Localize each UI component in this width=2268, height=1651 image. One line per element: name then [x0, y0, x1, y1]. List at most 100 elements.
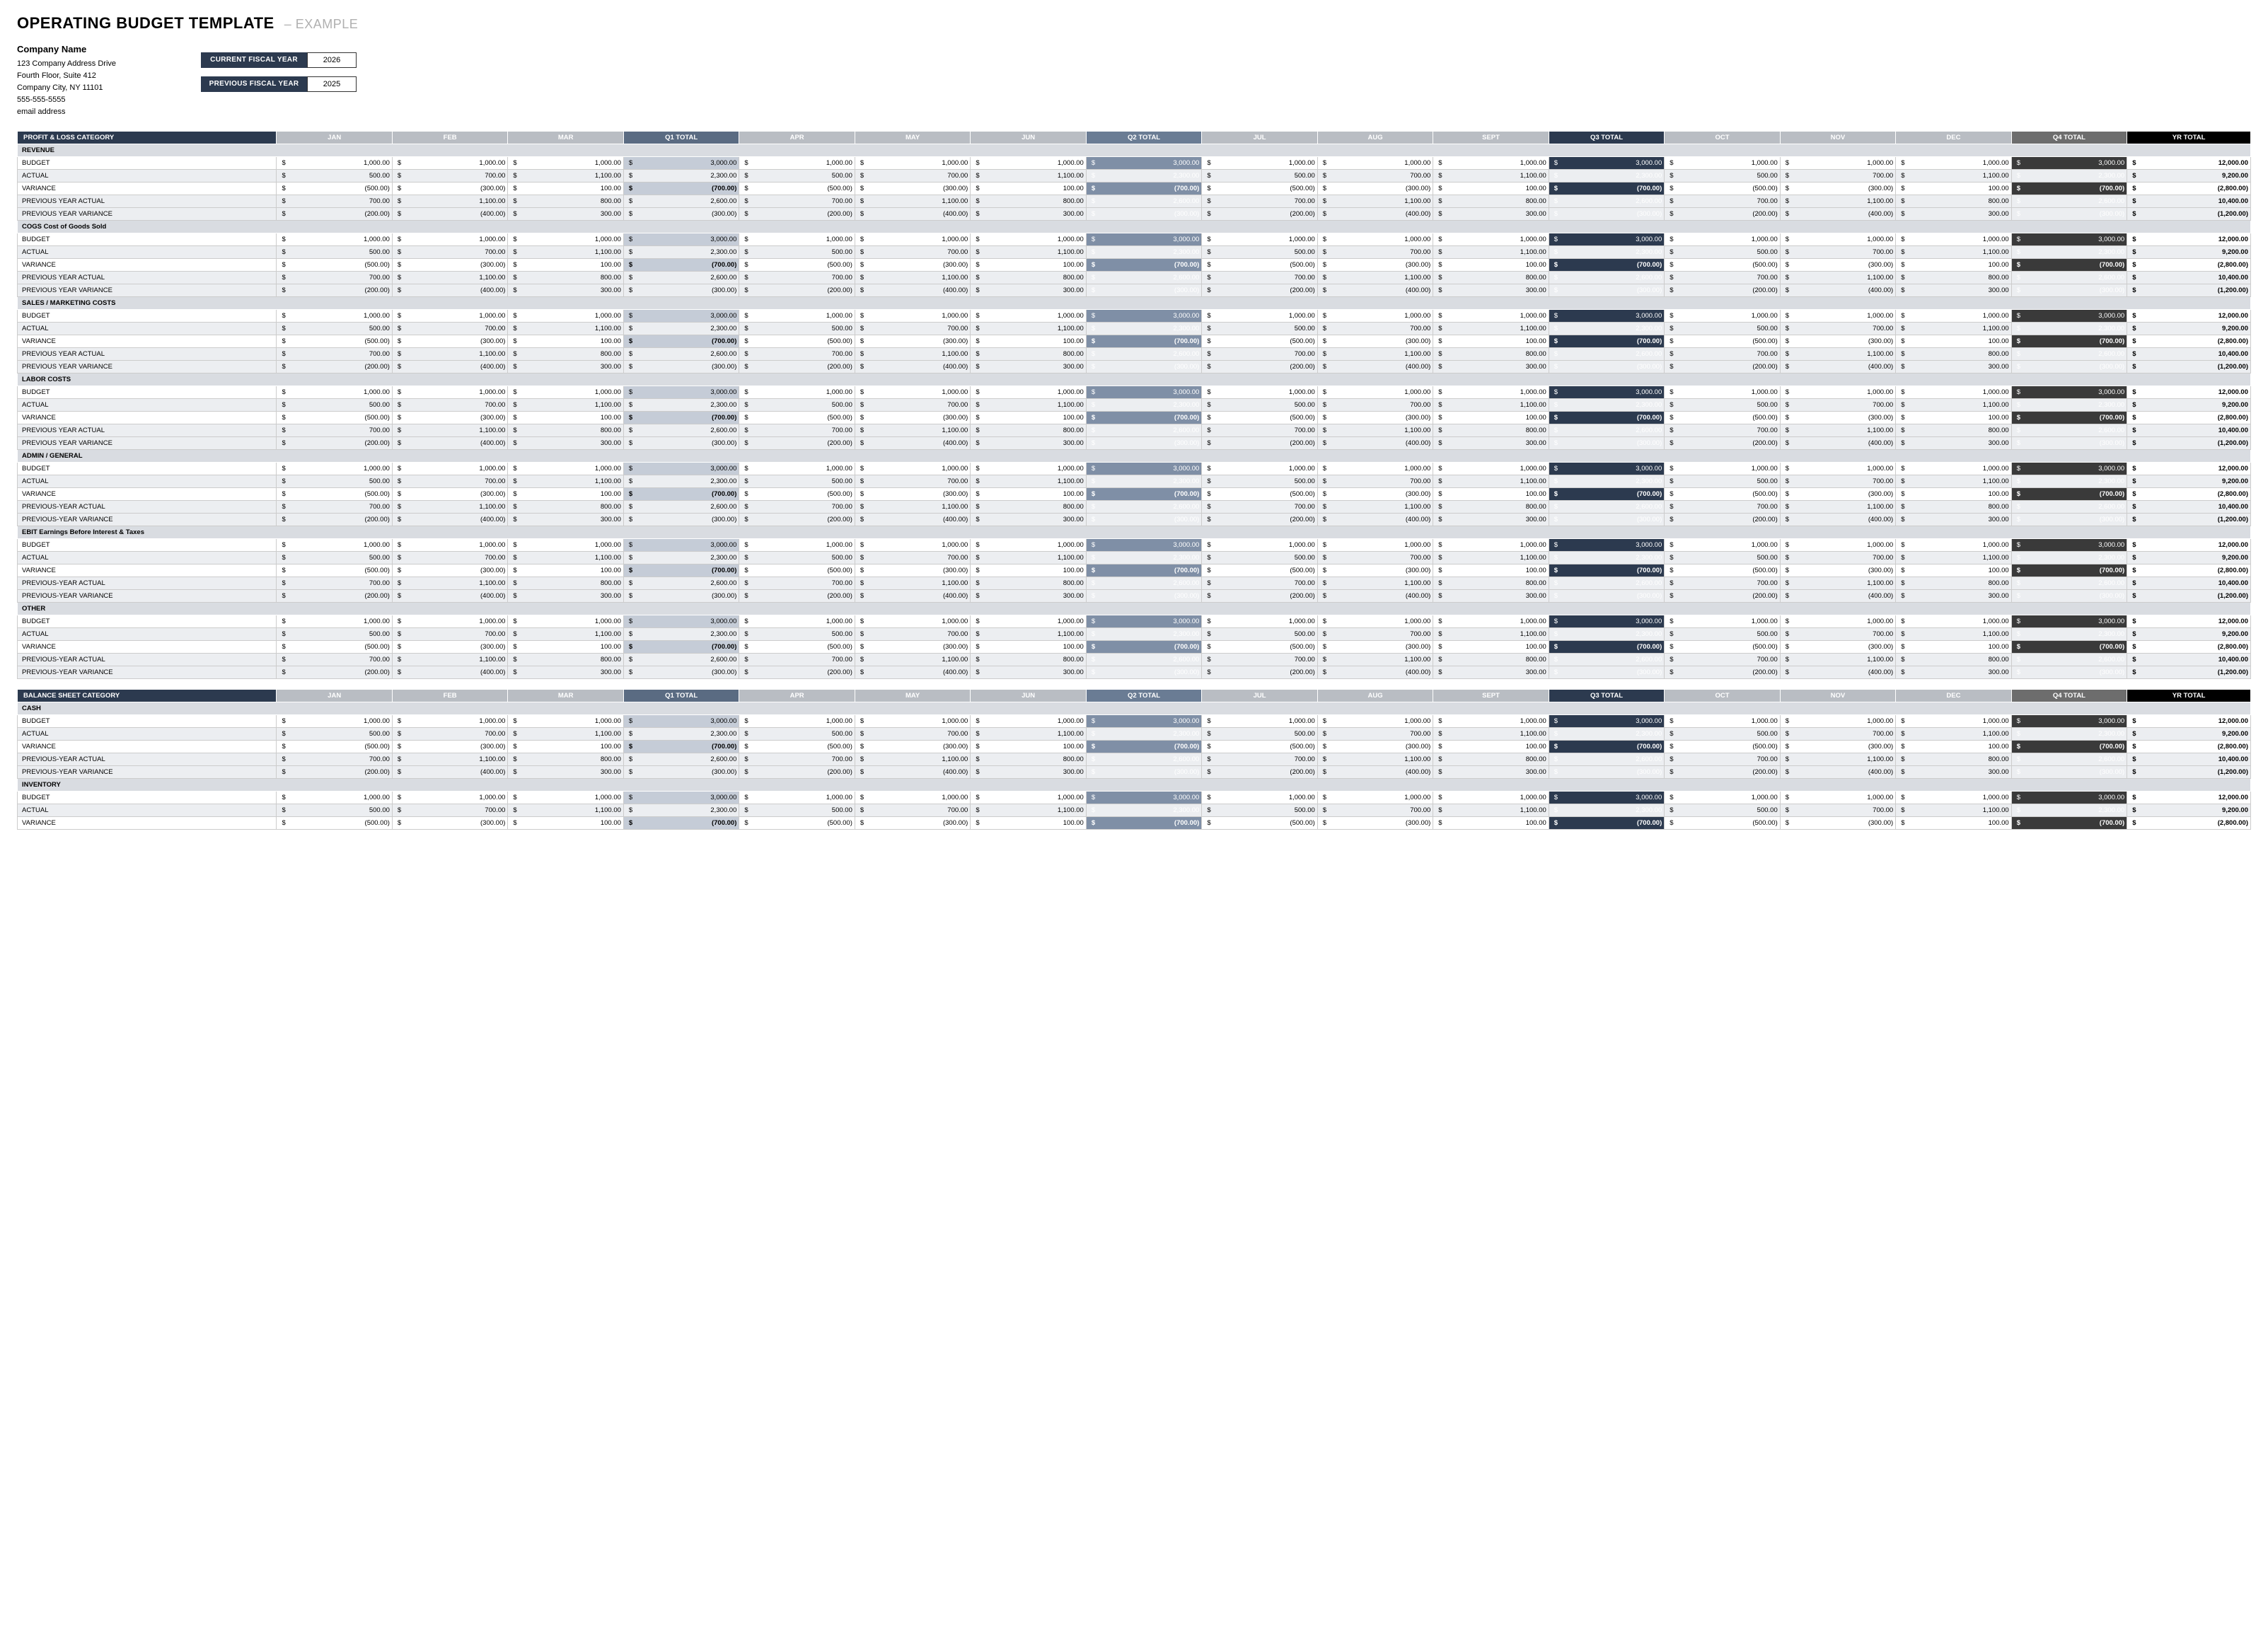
cell-value: $9,200.00 — [2127, 552, 2251, 564]
cell-value: $(400.00) — [1317, 766, 1433, 779]
cell-value: $(300.00) — [1549, 284, 1664, 297]
cell-value: $1,100.00 — [971, 246, 1086, 259]
cell-value: $1,000.00 — [1202, 233, 1317, 246]
cell-value: $(500.00) — [1665, 817, 1780, 830]
cell-value: $3,000.00 — [623, 463, 739, 475]
cell-value: $12,000.00 — [2127, 615, 2251, 628]
cell-value: $800.00 — [1896, 272, 2011, 284]
cell-value: $(300.00) — [855, 335, 970, 348]
cell-value: $1,000.00 — [1433, 715, 1549, 728]
cell-value: $1,000.00 — [855, 792, 970, 804]
cell-value: $300.00 — [1433, 514, 1549, 526]
cell-value: $700.00 — [1780, 628, 1895, 641]
cell-value: $1,000.00 — [1780, 539, 1895, 552]
row-label: PREVIOUS YEAR VARIANCE — [18, 361, 277, 373]
cell-value: $500.00 — [739, 323, 855, 335]
cell-value: $800.00 — [1896, 195, 2011, 208]
cell-value: $2,600.00 — [1086, 501, 1201, 514]
company-email: email address — [17, 106, 116, 118]
cell-value: $(400.00) — [1780, 284, 1895, 297]
cell-value: $700.00 — [739, 501, 855, 514]
cell-value: $(400.00) — [1317, 361, 1433, 373]
cell-value: $500.00 — [739, 246, 855, 259]
cell-value: $100.00 — [971, 564, 1086, 577]
cell-value: $(300.00) — [2011, 361, 2127, 373]
header-month: JAN — [277, 690, 392, 702]
cell-value: $300.00 — [508, 437, 623, 450]
cell-value: $700.00 — [1317, 552, 1433, 564]
cell-value: $2,300.00 — [1549, 170, 1664, 183]
cell-value: $2,600.00 — [1086, 424, 1201, 437]
header-month: NOV — [1780, 132, 1895, 144]
cell-value: $(300.00) — [1086, 766, 1201, 779]
cell-value: $(300.00) — [1780, 641, 1895, 654]
cell-value: $2,600.00 — [1549, 501, 1664, 514]
cell-value: $1,100.00 — [971, 170, 1086, 183]
cell-value: $(700.00) — [1086, 412, 1201, 424]
cell-value: $1,100.00 — [1896, 323, 2011, 335]
cell-value: $1,100.00 — [392, 501, 507, 514]
header-month: DEC — [1896, 132, 2011, 144]
cell-value: $100.00 — [1433, 183, 1549, 195]
cell-value: $800.00 — [971, 272, 1086, 284]
cell-value: $500.00 — [277, 728, 392, 741]
cell-value: $500.00 — [1202, 728, 1317, 741]
cell-value: $700.00 — [855, 323, 970, 335]
cell-value: $3,000.00 — [1549, 463, 1664, 475]
cell-value: $(300.00) — [1549, 361, 1664, 373]
cell-value: $2,300.00 — [1086, 728, 1201, 741]
cell-value: $2,300.00 — [623, 475, 739, 488]
cell-value: $(400.00) — [1780, 766, 1895, 779]
cell-value: $1,100.00 — [1433, 475, 1549, 488]
cell-value: $(500.00) — [1202, 183, 1317, 195]
cell-value: $(300.00) — [392, 488, 507, 501]
cell-value: $2,600.00 — [2011, 577, 2127, 590]
cell-value: $(200.00) — [1665, 361, 1780, 373]
row-label: VARIANCE — [18, 817, 277, 830]
cell-value: $100.00 — [971, 259, 1086, 272]
cell-value: $700.00 — [392, 399, 507, 412]
cell-value: $3,000.00 — [2011, 463, 2127, 475]
cell-value: $1,000.00 — [508, 463, 623, 475]
cell-value: $1,000.00 — [739, 715, 855, 728]
cell-value: $(300.00) — [1549, 666, 1664, 679]
header-month: APR — [739, 690, 855, 702]
cell-value: $(300.00) — [1317, 564, 1433, 577]
row-label: ACTUAL — [18, 804, 277, 817]
cell-value: $(300.00) — [392, 641, 507, 654]
cell-value: $500.00 — [739, 475, 855, 488]
cell-value: $800.00 — [971, 753, 1086, 766]
cell-value: $300.00 — [1433, 208, 1549, 221]
cell-value: $12,000.00 — [2127, 157, 2251, 170]
cell-value: $1,000.00 — [855, 715, 970, 728]
cell-value: $(200.00) — [1665, 514, 1780, 526]
cell-value: $(500.00) — [1202, 412, 1317, 424]
cell-value: $(1,200.00) — [2127, 666, 2251, 679]
cell-value: $(400.00) — [855, 766, 970, 779]
cell-value: $(300.00) — [1317, 641, 1433, 654]
cell-value: $700.00 — [1202, 577, 1317, 590]
cell-value: $(400.00) — [392, 208, 507, 221]
cell-value: $2,300.00 — [623, 804, 739, 817]
cell-value: $(400.00) — [855, 361, 970, 373]
cell-value: $9,200.00 — [2127, 628, 2251, 641]
row-label: PREVIOUS YEAR VARIANCE — [18, 284, 277, 297]
fiscal-year-block: CURRENT FISCAL YEAR 2026 PREVIOUS FISCAL… — [201, 42, 357, 92]
cell-value: $(200.00) — [739, 437, 855, 450]
cell-value: $1,000.00 — [392, 386, 507, 399]
cell-value: $10,400.00 — [2127, 348, 2251, 361]
cell-value: $300.00 — [1896, 284, 2011, 297]
cell-value: $1,000.00 — [971, 715, 1086, 728]
cell-value: $(700.00) — [2011, 335, 2127, 348]
cell-value: $(500.00) — [739, 564, 855, 577]
cell-value: $(700.00) — [2011, 741, 2127, 753]
cell-value: $300.00 — [1433, 590, 1549, 603]
cell-value: $2,600.00 — [1549, 195, 1664, 208]
cell-value: $(300.00) — [392, 259, 507, 272]
cell-value: $2,300.00 — [623, 628, 739, 641]
cell-value: $1,000.00 — [508, 157, 623, 170]
cell-value: $2,300.00 — [2011, 246, 2127, 259]
row-label: PREVIOUS-YEAR VARIANCE — [18, 590, 277, 603]
cell-value: $800.00 — [971, 195, 1086, 208]
current-fy-value: 2026 — [307, 52, 357, 68]
